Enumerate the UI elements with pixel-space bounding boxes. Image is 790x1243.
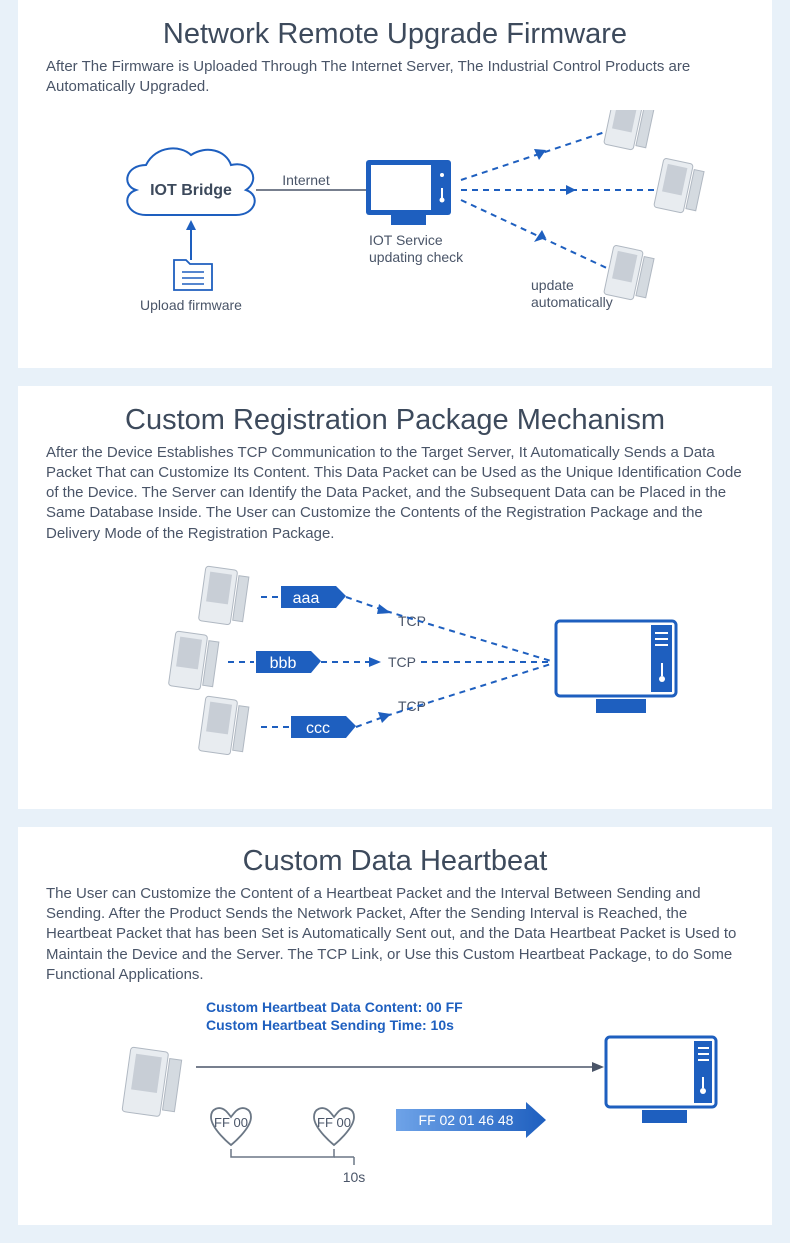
section3-desc: The User can Customize the Content of a …: [46, 884, 744, 985]
section3-diagram: Custom Heartbeat Data Content: 00 FF Cus…: [46, 997, 744, 1197]
upload-label: Upload firmware: [140, 297, 242, 313]
folder-icon: [174, 260, 212, 290]
device-icon: [604, 110, 655, 153]
internet-label: Internet: [282, 172, 330, 188]
packet-bbb: bbb: [256, 651, 321, 673]
section1-title: Network Remote Upgrade Firmware: [46, 18, 744, 51]
update-label1: update: [531, 277, 574, 293]
svg-text:FF 00: FF 00: [214, 1115, 248, 1130]
update-label2: automatically: [531, 294, 613, 310]
service-label2: updating check: [369, 249, 464, 265]
packet-ccc: ccc: [291, 716, 356, 738]
device-icon: [654, 158, 705, 216]
section-registration: Custom Registration Package Mechanism Af…: [18, 386, 772, 809]
data-arrow: FF 02 01 46 48: [396, 1102, 546, 1138]
server-icon: [606, 1037, 716, 1123]
svg-text:bbb: bbb: [270, 655, 297, 672]
device-icon: [122, 1047, 183, 1119]
svg-text:ccc: ccc: [306, 720, 330, 737]
device-icon: [198, 696, 249, 757]
service-label1: IOT Service: [369, 232, 443, 248]
section2-title: Custom Registration Package Mechanism: [46, 404, 744, 437]
monitor-icon: [366, 160, 451, 225]
section2-diagram: aaa bbb ccc TCP TCP TCP: [46, 556, 744, 781]
svg-text:aaa: aaa: [293, 590, 320, 607]
config1: Custom Heartbeat Data Content: 00 FF: [206, 999, 463, 1015]
config2: Custom Heartbeat Sending Time: 10s: [206, 1017, 454, 1033]
heart-icon-2: FF 00: [314, 1108, 354, 1145]
device-icon: [198, 566, 249, 627]
packet-aaa: aaa: [281, 586, 346, 608]
svg-text:FF 00: FF 00: [317, 1115, 351, 1130]
tcp-2: TCP: [388, 654, 416, 670]
interval-label: 10s: [343, 1169, 366, 1185]
section-firmware: Network Remote Upgrade Firmware After Th…: [18, 0, 772, 368]
section1-diagram: IOT Bridge Internet IOT Service updating…: [46, 110, 744, 340]
cloud-icon: IOT Bridge: [127, 148, 254, 215]
server-icon: [556, 621, 676, 713]
svg-text:FF 02 01 46 48: FF 02 01 46 48: [419, 1112, 514, 1128]
cloud-label: IOT Bridge: [150, 182, 232, 199]
device-icon: [168, 631, 219, 692]
section-heartbeat: Custom Data Heartbeat The User can Custo…: [18, 827, 772, 1225]
section2-desc: After the Device Establishes TCP Communi…: [46, 443, 744, 544]
heart-icon-1: FF 00: [211, 1108, 251, 1145]
section3-title: Custom Data Heartbeat: [46, 845, 744, 878]
section1-desc: After The Firmware is Uploaded Through T…: [46, 57, 744, 98]
